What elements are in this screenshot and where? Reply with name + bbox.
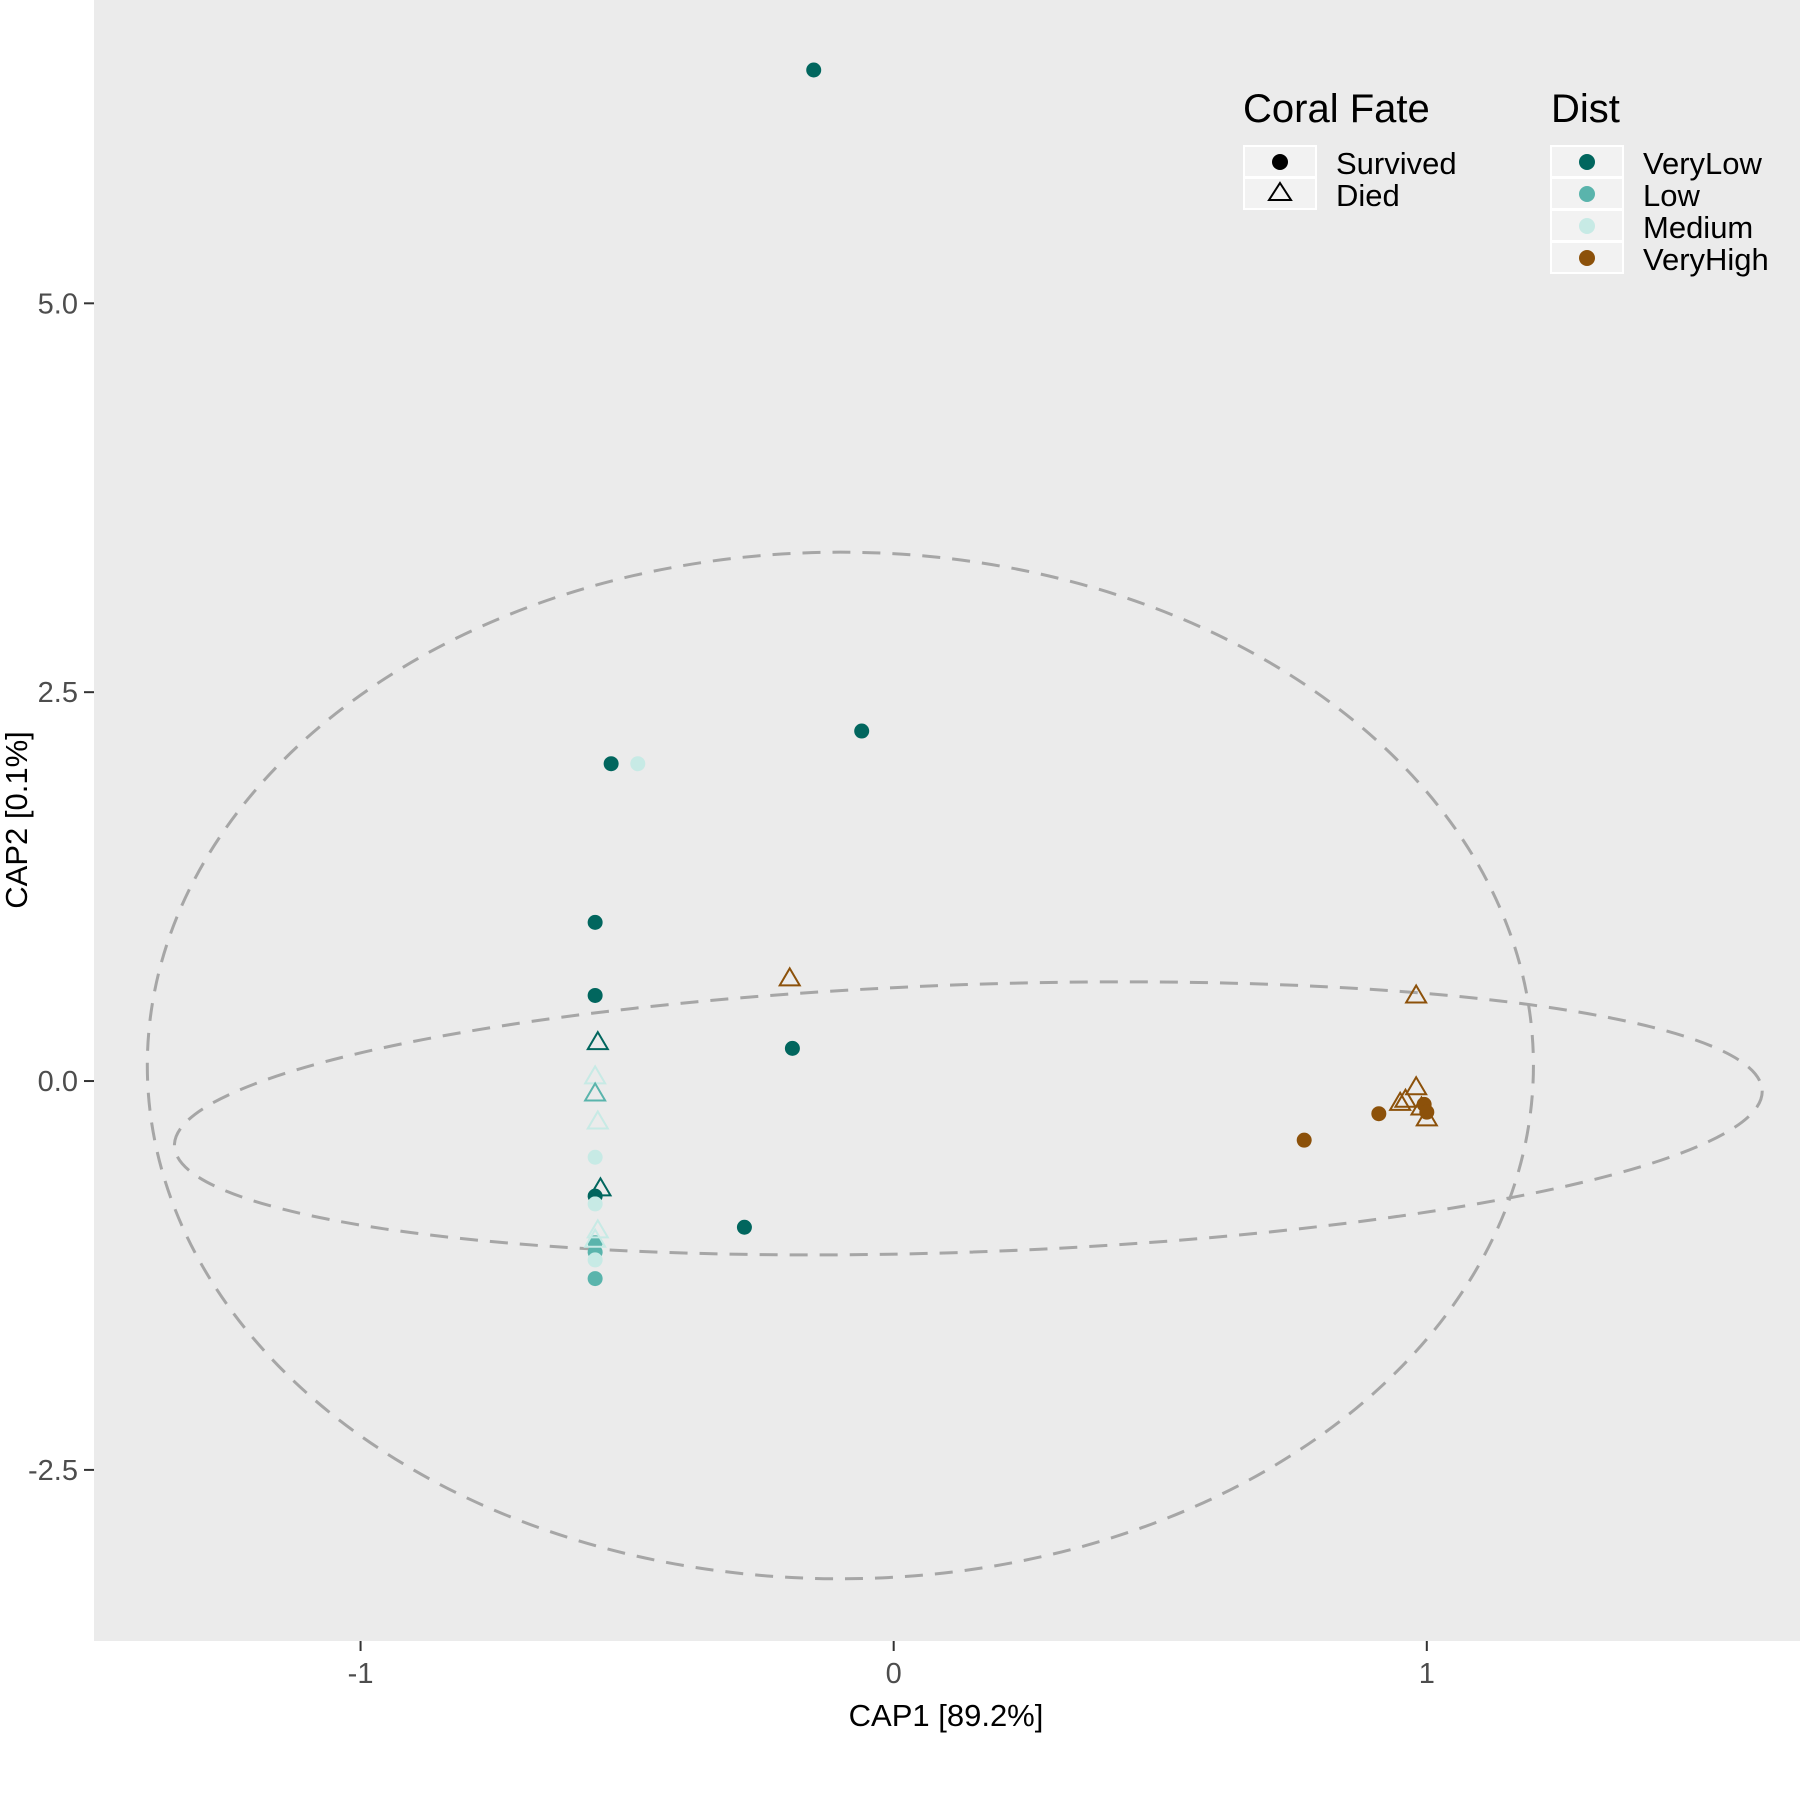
x-tick-label: -1	[348, 1658, 374, 1690]
x-axis-title: CAP1 [89.2%]	[849, 1698, 1044, 1733]
point-2	[854, 723, 870, 739]
x-tick-label: 1	[1419, 1658, 1435, 1690]
legend-label-veryhigh: VeryHigh	[1643, 242, 1769, 277]
point-7	[784, 1040, 800, 1056]
ellipse-2	[172, 980, 1764, 1257]
data-points	[583, 62, 1439, 1287]
point-26	[1393, 1087, 1418, 1108]
legend-swatch-medium	[1579, 218, 1595, 234]
point-31	[1371, 1106, 1387, 1122]
legend-key-survived	[1243, 145, 1317, 178]
legend-swatch-veryhigh	[1579, 250, 1595, 266]
point-1	[806, 62, 822, 78]
legend-coral-fate-title: Coral Fate	[1243, 87, 1430, 131]
y-tick-label: -2.5	[28, 1455, 78, 1487]
point-11	[587, 1196, 603, 1212]
y-tick-label: 0.0	[38, 1066, 78, 1098]
ellipse-1	[145, 550, 1535, 1581]
point-15	[587, 1271, 603, 1287]
legend-label-died: Died	[1336, 178, 1400, 213]
legend-triangle-icon	[1267, 181, 1293, 201]
legend-label-survived: Survived	[1336, 146, 1457, 181]
point-33	[1419, 1104, 1435, 1120]
y-tick-label: 5.0	[38, 288, 78, 320]
point-6	[587, 987, 603, 1003]
legend-swatch-verylow	[1579, 154, 1595, 170]
point-24	[1404, 983, 1428, 1004]
point-29	[1388, 1090, 1412, 1111]
legend-coral-fate: Coral Fate Survived Died	[1243, 87, 1457, 213]
point-5	[587, 914, 603, 930]
point-3	[603, 756, 619, 772]
point-22	[583, 1227, 607, 1248]
legend-label-medium: Medium	[1643, 210, 1753, 245]
point-23	[777, 966, 802, 987]
y-tick-label: 2.5	[38, 677, 78, 709]
legend-circle-icon	[1272, 154, 1288, 170]
x-tick-label: 0	[886, 1658, 902, 1690]
point-25	[1404, 1075, 1428, 1096]
point-21	[586, 1218, 610, 1239]
legend-label-low: Low	[1643, 178, 1700, 213]
legend-label-verylow: VeryLow	[1643, 146, 1763, 181]
legend-dist: Dist VeryLow Low Medium VeryHigh	[1550, 87, 1769, 277]
point-10	[587, 1149, 603, 1165]
axes: -1 0 1 -2.5 0.0 2.5 5.0	[28, 288, 1435, 1690]
point-20	[588, 1176, 613, 1197]
confidence-ellipses	[145, 550, 1764, 1581]
point-30	[1296, 1132, 1312, 1148]
y-axis-title: CAP2 [0.1%]	[0, 731, 34, 908]
legend-dist-title: Dist	[1551, 87, 1620, 131]
point-8	[736, 1219, 752, 1235]
point-16	[586, 1030, 610, 1051]
point-18	[583, 1081, 607, 1102]
point-14	[587, 1252, 603, 1268]
point-19	[586, 1109, 610, 1130]
point-4	[630, 756, 646, 772]
legend-swatch-low	[1579, 186, 1595, 202]
plot-panel	[94, 0, 1800, 1641]
